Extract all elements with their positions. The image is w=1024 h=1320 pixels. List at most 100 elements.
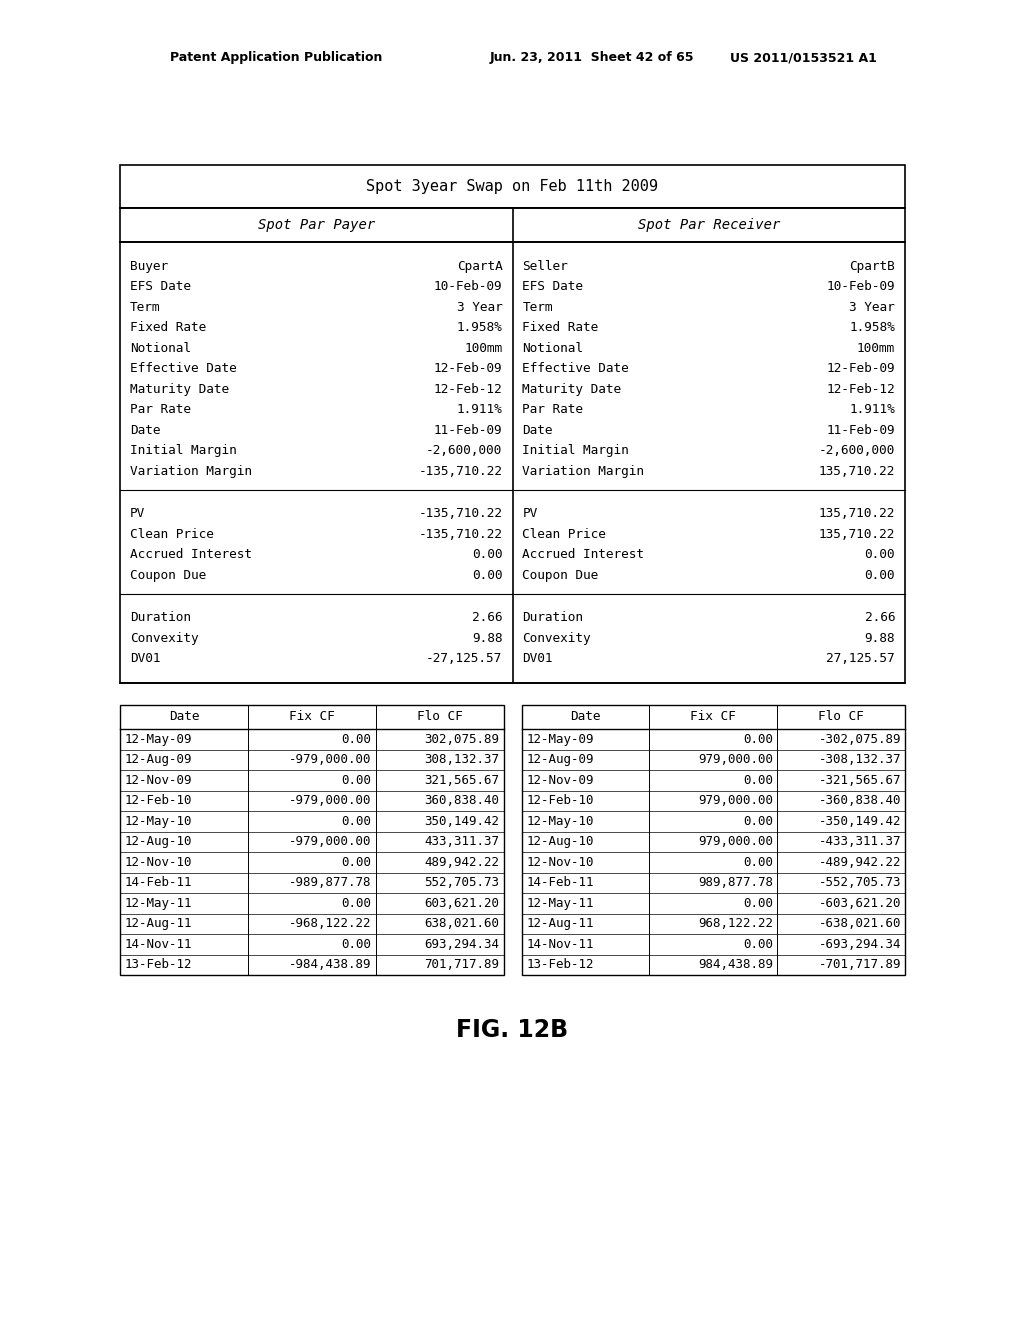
Text: 968,122.22: 968,122.22	[698, 917, 773, 931]
Bar	[521, 705, 905, 975]
Bar	[120, 165, 905, 209]
Text: Fix CF: Fix CF	[289, 710, 335, 723]
Text: Date: Date	[130, 424, 161, 437]
Text: Date: Date	[169, 710, 199, 723]
Text: 11-Feb-09: 11-Feb-09	[434, 424, 503, 437]
Text: Fixed Rate: Fixed Rate	[522, 321, 599, 334]
Text: Term: Term	[130, 301, 161, 314]
Text: 693,294.34: 693,294.34	[425, 937, 500, 950]
Text: CpartA: CpartA	[457, 260, 503, 273]
Text: Patent Application Publication: Patent Application Publication	[170, 51, 382, 65]
Text: 11-Feb-09: 11-Feb-09	[826, 424, 895, 437]
Text: 0.00: 0.00	[342, 896, 372, 909]
Text: -135,710.22: -135,710.22	[419, 465, 503, 478]
Text: Date: Date	[570, 710, 601, 723]
Text: -27,125.57: -27,125.57	[426, 652, 503, 665]
Text: US 2011/0153521 A1: US 2011/0153521 A1	[730, 51, 877, 65]
Text: -968,122.22: -968,122.22	[289, 917, 372, 931]
Text: 0.00: 0.00	[743, 896, 773, 909]
Text: Par Rate: Par Rate	[522, 403, 584, 416]
Text: 12-Nov-09: 12-Nov-09	[526, 774, 594, 787]
Text: 0.00: 0.00	[342, 733, 372, 746]
Text: 10-Feb-09: 10-Feb-09	[826, 280, 895, 293]
Text: Clean Price: Clean Price	[130, 528, 214, 541]
Text: Accrued Interest: Accrued Interest	[130, 548, 252, 561]
Text: 12-Feb-09: 12-Feb-09	[434, 362, 503, 375]
Text: 3 Year: 3 Year	[849, 301, 895, 314]
Text: -979,000.00: -979,000.00	[289, 754, 372, 766]
Text: 0.00: 0.00	[743, 814, 773, 828]
Text: 979,000.00: 979,000.00	[698, 836, 773, 849]
Text: DV01: DV01	[522, 652, 553, 665]
Text: 1.958%: 1.958%	[849, 321, 895, 334]
Text: 12-May-09: 12-May-09	[526, 733, 594, 746]
Text: 100mm: 100mm	[464, 342, 503, 355]
Text: -321,565.67: -321,565.67	[818, 774, 901, 787]
Text: 12-May-09: 12-May-09	[125, 733, 193, 746]
Text: -2,600,000: -2,600,000	[819, 445, 895, 457]
Text: 0.00: 0.00	[743, 937, 773, 950]
Text: 0.00: 0.00	[864, 548, 895, 561]
Text: 360,838.40: 360,838.40	[425, 795, 500, 808]
Text: -360,838.40: -360,838.40	[818, 795, 901, 808]
Text: 433,311.37: 433,311.37	[425, 836, 500, 849]
Text: 3 Year: 3 Year	[457, 301, 503, 314]
Text: 0.00: 0.00	[342, 937, 372, 950]
Text: Coupon Due: Coupon Due	[522, 569, 599, 582]
Text: 14-Feb-11: 14-Feb-11	[125, 876, 193, 890]
Text: Clean Price: Clean Price	[522, 528, 606, 541]
Text: 12-May-10: 12-May-10	[125, 814, 193, 828]
Text: 12-Aug-11: 12-Aug-11	[125, 917, 193, 931]
Text: 135,710.22: 135,710.22	[819, 465, 895, 478]
Text: 0.00: 0.00	[342, 774, 372, 787]
Text: 0.00: 0.00	[342, 855, 372, 869]
Text: 984,438.89: 984,438.89	[698, 958, 773, 972]
Text: 12-May-11: 12-May-11	[125, 896, 193, 909]
Text: Spot Par Payer: Spot Par Payer	[258, 218, 375, 232]
Text: Accrued Interest: Accrued Interest	[522, 548, 644, 561]
Text: Notional: Notional	[130, 342, 191, 355]
Text: -302,075.89: -302,075.89	[818, 733, 901, 746]
Text: 979,000.00: 979,000.00	[698, 754, 773, 766]
Text: 9.88: 9.88	[472, 632, 503, 644]
Text: -433,311.37: -433,311.37	[818, 836, 901, 849]
Text: Initial Margin: Initial Margin	[130, 445, 237, 457]
Text: 2.66: 2.66	[472, 611, 503, 624]
Text: 302,075.89: 302,075.89	[425, 733, 500, 746]
Text: 12-May-11: 12-May-11	[526, 896, 594, 909]
Text: 13-Feb-12: 13-Feb-12	[125, 958, 193, 972]
Text: 12-Feb-12: 12-Feb-12	[434, 383, 503, 396]
Text: 321,565.67: 321,565.67	[425, 774, 500, 787]
Text: EFS Date: EFS Date	[522, 280, 584, 293]
Text: 12-Aug-11: 12-Aug-11	[526, 917, 594, 931]
Text: Variation Margin: Variation Margin	[522, 465, 644, 478]
Text: FIG. 12B: FIG. 12B	[457, 1018, 568, 1041]
Text: 12-Feb-12: 12-Feb-12	[826, 383, 895, 396]
Text: 135,710.22: 135,710.22	[819, 528, 895, 541]
Text: 100mm: 100mm	[857, 342, 895, 355]
Text: 603,621.20: 603,621.20	[425, 896, 500, 909]
Text: Buyer: Buyer	[130, 260, 168, 273]
Text: 12-Nov-10: 12-Nov-10	[125, 855, 193, 869]
Text: DV01: DV01	[130, 652, 161, 665]
Text: -135,710.22: -135,710.22	[419, 507, 503, 520]
Text: 9.88: 9.88	[864, 632, 895, 644]
Text: Jun. 23, 2011  Sheet 42 of 65: Jun. 23, 2011 Sheet 42 of 65	[490, 51, 694, 65]
Bar	[120, 705, 504, 975]
Text: EFS Date: EFS Date	[130, 280, 191, 293]
Text: 0.00: 0.00	[472, 548, 503, 561]
Text: 552,705.73: 552,705.73	[425, 876, 500, 890]
Text: 0.00: 0.00	[864, 569, 895, 582]
Text: Convexity: Convexity	[130, 632, 199, 644]
Text: Notional: Notional	[522, 342, 584, 355]
Text: -489,942.22: -489,942.22	[818, 855, 901, 869]
Text: Initial Margin: Initial Margin	[522, 445, 630, 457]
Text: -979,000.00: -979,000.00	[289, 795, 372, 808]
Text: 1.911%: 1.911%	[457, 403, 503, 416]
Text: -308,132.37: -308,132.37	[818, 754, 901, 766]
Text: Duration: Duration	[130, 611, 191, 624]
Text: -984,438.89: -984,438.89	[289, 958, 372, 972]
Text: 12-Aug-09: 12-Aug-09	[526, 754, 594, 766]
Text: Coupon Due: Coupon Due	[130, 569, 206, 582]
Text: 979,000.00: 979,000.00	[698, 795, 773, 808]
